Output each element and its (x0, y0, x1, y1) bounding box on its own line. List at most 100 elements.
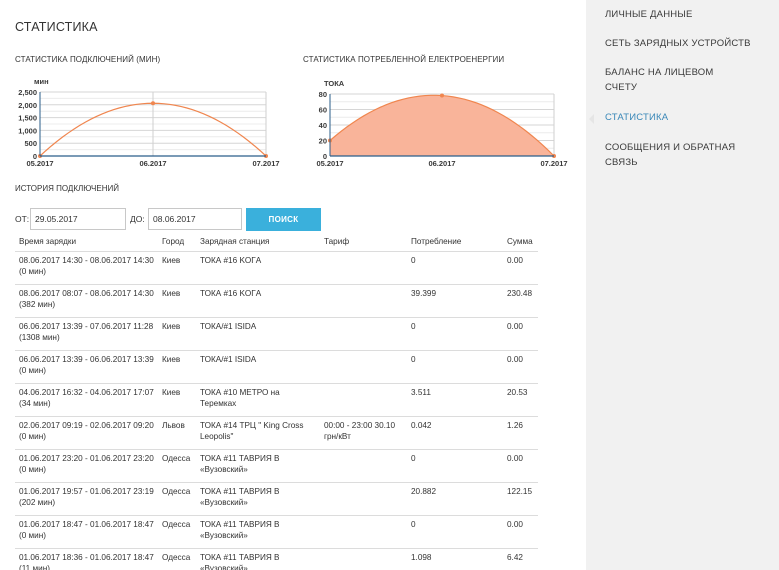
data-point (151, 101, 155, 106)
cell-sum: 0.00 (503, 251, 538, 285)
table-row: 06.06.2017 13:39 - 07.06.2017 11:28 (130… (15, 317, 538, 351)
cell-time: 06.06.2017 13:39 - 06.06.2017 13:39 (0 м… (15, 350, 158, 384)
cell-station: ТОКА/#1 ISIDA (196, 350, 320, 384)
column-header-city: Город (158, 233, 196, 252)
cell-station: ТОКА #11 ТАВРИЯ В «Вузовский» (196, 515, 320, 549)
cell-station: ТОКА #11 ТАВРИЯ В «Вузовский» (196, 449, 320, 483)
cell-tariff (320, 383, 407, 417)
sidebar-item-messages[interactable]: СООБЩЕНИЯ И ОБРАТНАЯ СВЯЗЬ (605, 142, 736, 168)
table-row: 01.06.2017 19:57 - 01.06.2017 23:19 (202… (15, 482, 538, 516)
cell-city: Киев (158, 251, 196, 285)
cell-tariff (320, 449, 407, 483)
sidebar-item-charging-network[interactable]: СЕТЬ ЗАРЯДНЫХ УСТРОЙСТВ (605, 38, 751, 49)
y-tick-label: 2,000 (18, 101, 37, 110)
cell-tariff (320, 350, 407, 384)
sidebar-item-statistics[interactable]: СТАТИСТИКА (605, 112, 669, 123)
cell-city: Киев (158, 383, 196, 417)
cell-city: Киев (158, 317, 196, 351)
x-tick-label: 05.2017 (316, 159, 343, 168)
y-tick-label: 0 (323, 152, 327, 161)
cell-time: 01.06.2017 19:57 - 01.06.2017 23:19 (202… (15, 482, 158, 516)
y-axis-label: ТОКА (324, 79, 345, 88)
cell-time: 01.06.2017 18:36 - 01.06.2017 18:47 (11 … (15, 548, 158, 570)
table-row: 02.06.2017 09:19 - 02.06.2017 09:20 (0 м… (15, 416, 538, 450)
y-tick-label: 1,500 (18, 114, 37, 123)
x-tick-label: 06.2017 (428, 159, 455, 168)
to-date-input[interactable] (148, 208, 242, 230)
data-point (440, 93, 444, 98)
cell-station: ТОКА #11 ТАВРИЯ В «Вузовский» (196, 548, 320, 570)
sidebar: ЛИЧНЫЕ ДАННЫЕ СЕТЬ ЗАРЯДНЫХ УСТРОЙСТВ БА… (586, 0, 779, 570)
cell-city: Львов (158, 416, 196, 450)
cell-station: ТОКА #14 ТРЦ " King Cross Leopolis" (196, 416, 320, 450)
cell-tariff (320, 515, 407, 549)
from-date-input[interactable] (30, 208, 126, 230)
table-row: 04.06.2017 16:32 - 04.06.2017 17:07 (34 … (15, 383, 538, 417)
y-tick-label: 2,500 (18, 88, 37, 97)
cell-station: ТОКА #16 KOГA (196, 284, 320, 318)
cell-city: Одесса (158, 548, 196, 570)
y-tick-label: 1,000 (18, 126, 37, 135)
cell-time: 04.06.2017 16:32 - 04.06.2017 17:07 (34 … (15, 383, 158, 417)
series-area (330, 95, 554, 156)
cell-tariff (320, 251, 407, 285)
cell-time: 02.06.2017 09:19 - 02.06.2017 09:20 (0 м… (15, 416, 158, 450)
table-row: 08.06.2017 08:07 - 08.06.2017 14:30 (382… (15, 284, 538, 318)
cell-sum: 0.00 (503, 350, 538, 384)
y-tick-label: 0 (33, 152, 37, 161)
table-row: 01.06.2017 18:47 - 01.06.2017 18:47 (0 м… (15, 515, 538, 549)
cell-tariff (320, 482, 407, 516)
cell-city: Одесса (158, 449, 196, 483)
cell-consumption: 0.042 (407, 416, 503, 450)
energy-chart-title: СТАТИСТИКА ПОТРЕБЛЕННОЙ ЕЛЕКТРОЕНЕРГИИ (303, 55, 505, 64)
y-axis-label: мин (34, 77, 49, 86)
cell-consumption: 20.882 (407, 482, 503, 516)
table-row: 01.06.2017 23:20 - 01.06.2017 23:20 (0 м… (15, 449, 538, 483)
connections-chart: 0 500 1,000 1,500 2,000 2,500 05.2017 06.2017 07… (18, 77, 279, 168)
cell-station: ТОКА #11 ТАВРИЯ В «Вузовский» (196, 482, 320, 516)
cell-sum: 122.15 (503, 482, 538, 516)
cell-station: ТОКА/#1 ISIDA (196, 317, 320, 351)
table-row: 08.06.2017 14:30 - 08.06.2017 14:30 (0 м… (15, 251, 538, 285)
from-label: ОТ: (15, 214, 30, 224)
cell-consumption: 0 (407, 350, 503, 384)
cell-sum: 230.48 (503, 284, 538, 318)
column-header-consumption: Потребление (407, 233, 503, 252)
column-header-tariff: Тариф (320, 233, 407, 252)
cell-consumption: 0 (407, 515, 503, 549)
cell-consumption: 0 (407, 449, 503, 483)
x-tick-label: 07.2017 (252, 159, 279, 168)
column-header-time: Время зарядки (15, 233, 158, 252)
table-row: 01.06.2017 18:36 - 01.06.2017 18:47 (11 … (15, 548, 538, 570)
table-header-row: Время зарядки Город Зарядная станция Тар… (15, 233, 538, 252)
cell-consumption: 0 (407, 317, 503, 351)
cell-city: Киев (158, 350, 196, 384)
y-tick-label: 40 (319, 121, 327, 130)
cell-time: 06.06.2017 13:39 - 07.06.2017 11:28 (130… (15, 317, 158, 351)
x-tick-label: 05.2017 (26, 159, 53, 168)
cell-city: Одесса (158, 482, 196, 516)
cell-sum: 0.00 (503, 515, 538, 549)
y-tick-label: 20 (319, 137, 327, 146)
cell-station: ТОКА #16 KOГA (196, 251, 320, 285)
x-tick-label: 06.2017 (139, 159, 166, 168)
search-button[interactable]: ПОИСК (246, 208, 321, 231)
to-label: ДО: (130, 214, 145, 224)
active-item-pointer (589, 114, 594, 124)
sidebar-item-balance[interactable]: БАЛАНС НА ЛИЦЕВОМ СЧЕТУ (605, 67, 714, 93)
page-title: СТАТИСТИКА (15, 20, 98, 34)
sidebar-item-personal-data[interactable]: ЛИЧНЫЕ ДАННЫЕ (605, 9, 693, 20)
main-content: СТАТИСТИКА СТАТИСТИКА ПОДКЛЮЧЕНИЙ (МИН) … (0, 0, 586, 570)
cell-sum: 1.26 (503, 416, 538, 450)
cell-city: Киев (158, 284, 196, 318)
history-table: Время зарядки Город Зарядная станция Тар… (15, 233, 538, 570)
cell-sum: 0.00 (503, 449, 538, 483)
cell-sum: 0.00 (503, 317, 538, 351)
cell-sum: 6.42 (503, 548, 538, 570)
y-tick-label: 80 (319, 90, 327, 99)
cell-station: ТОКА #10 МЕТРО на Теремках (196, 383, 320, 417)
cell-time: 08.06.2017 14:30 - 08.06.2017 14:30 (0 м… (15, 251, 158, 285)
y-tick-label: 500 (24, 139, 37, 148)
cell-city: Одесса (158, 515, 196, 549)
cell-tariff (320, 284, 407, 318)
